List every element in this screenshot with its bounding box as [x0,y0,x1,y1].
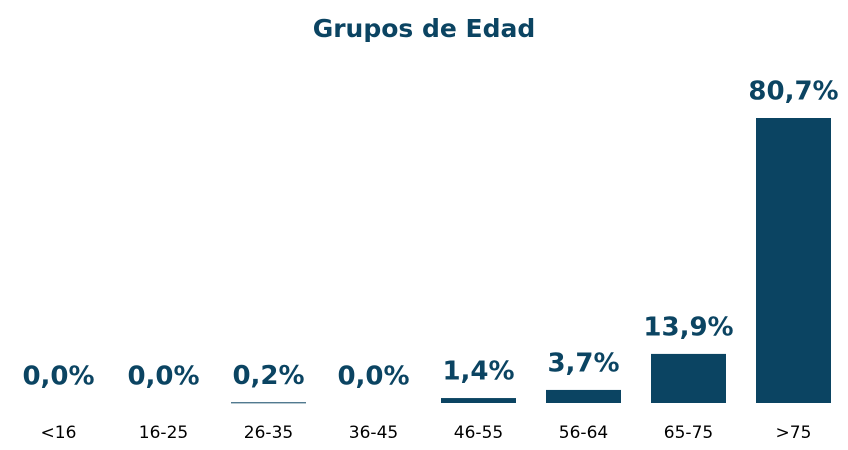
value-label: 13,9% [643,312,733,342]
bar [651,353,726,403]
bar [546,389,621,403]
value-label: 1,4% [442,357,514,387]
x-tick-label: 26-35 [244,423,293,443]
x-tick-label: 46-55 [454,423,503,443]
x-tick-label: 16-25 [139,423,188,443]
x-tick-label: 56-64 [559,423,608,443]
bar [231,402,306,404]
chart-title: Grupos de Edad [313,14,536,43]
value-label: 0,2% [232,361,304,391]
value-label: 0,0% [22,362,94,392]
value-label: 0,0% [337,362,409,392]
x-tick-label: <16 [41,423,77,443]
bar [756,118,831,403]
bar [441,398,516,403]
x-tick-label: >75 [776,423,812,443]
value-label: 3,7% [547,348,619,378]
value-label: 80,7% [748,77,838,107]
x-tick-label: 65-75 [664,423,713,443]
x-tick-label: 36-45 [349,423,398,443]
value-label: 0,0% [127,362,199,392]
